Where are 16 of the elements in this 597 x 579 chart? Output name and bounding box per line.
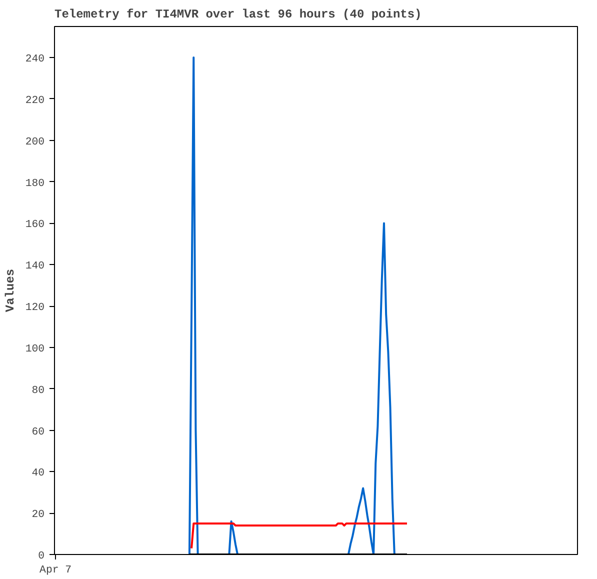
y-tick-label: 100: [25, 343, 45, 356]
y-tick-label: 40: [32, 468, 45, 480]
y-tick-label: 160: [25, 219, 45, 232]
y-tick-label: 80: [32, 384, 45, 397]
y-tick-label: 220: [25, 94, 45, 107]
y-axis-title: Values: [3, 268, 18, 312]
x-tick-label: Apr 7: [40, 564, 72, 576]
y-tick-label: 180: [25, 178, 45, 190]
y-tick-label: 120: [25, 302, 45, 314]
y-tick-label: 140: [25, 260, 45, 273]
y-tick-label: 200: [25, 136, 45, 148]
y-tick-label: 240: [25, 54, 45, 66]
y-tick-label: 60: [32, 426, 45, 438]
chart-title: Telemetry for TI4MVR over last 96 hours (40 points): [54, 8, 422, 22]
y-tick-label: 20: [32, 509, 45, 522]
y-tick-label: 0: [38, 550, 45, 562]
